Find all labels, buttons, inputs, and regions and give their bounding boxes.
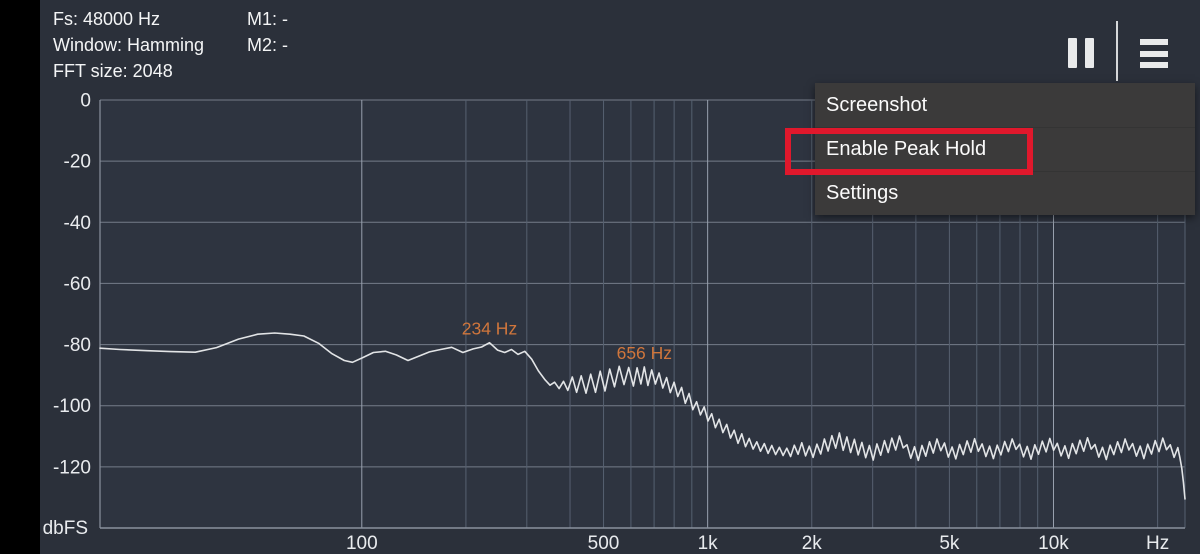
menu-item-settings[interactable]: Settings [815, 171, 1195, 215]
y-tick-label: -80 [64, 335, 91, 356]
y-axis-unit-label: dbFS [43, 518, 88, 539]
status-sample-rate: Fs: 48000 Hz [53, 9, 161, 29]
x-tick-label: 1k [698, 533, 719, 554]
x-tick-label: 5k [939, 533, 960, 554]
menu-item-enable-peak-hold[interactable]: Enable Peak Hold [815, 127, 1195, 171]
peak-frequency-label: 656 Hz [617, 343, 672, 363]
status-marker-m1: M1: - [247, 9, 289, 29]
hamburger-menu-icon [1140, 51, 1168, 57]
y-tick-label: -20 [64, 152, 91, 173]
y-tick-label: -40 [64, 213, 91, 234]
pause-icon [1068, 38, 1077, 68]
status-fft-size: FFT size: 2048 [53, 61, 173, 81]
toolbar-divider [1116, 21, 1118, 81]
y-tick-label: -120 [53, 457, 91, 478]
pause-icon [1085, 38, 1094, 68]
hamburger-menu-icon [1140, 39, 1168, 45]
peak-frequency-label: 234 Hz [462, 319, 517, 339]
hamburger-menu-icon [1140, 62, 1168, 68]
x-tick-label: 10k [1038, 533, 1069, 554]
y-tick-label: -100 [53, 396, 91, 417]
status-marker-m2: M2: - [247, 35, 289, 55]
x-tick-label: 2k [802, 533, 823, 554]
dropdown-menu: Screenshot Enable Peak Hold Settings [815, 83, 1195, 215]
y-tick-label: -60 [64, 274, 91, 295]
pause-button[interactable] [1060, 30, 1104, 76]
x-tick-label: Hz [1146, 533, 1169, 554]
x-tick-label: 500 [588, 533, 620, 554]
spectrum-trace [99, 332, 1186, 500]
y-tick-label: 0 [80, 91, 91, 112]
peak-hold-highlight-box [785, 128, 1033, 175]
menu-button[interactable] [1132, 30, 1176, 76]
x-tick-label: 100 [346, 533, 378, 554]
status-window: Window: Hamming [53, 35, 205, 55]
menu-item-screenshot[interactable]: Screenshot [826, 94, 928, 116]
